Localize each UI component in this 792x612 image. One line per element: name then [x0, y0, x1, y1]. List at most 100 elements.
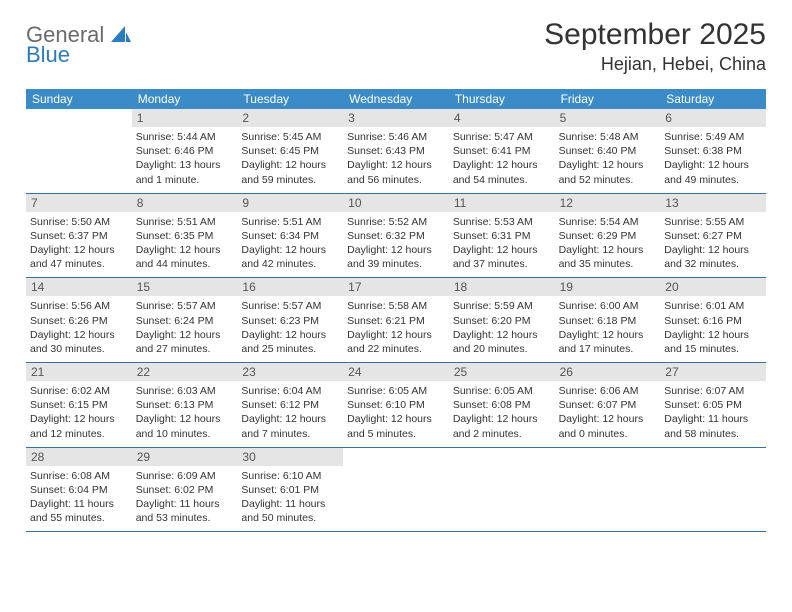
day-info: Sunrise: 5:44 AMSunset: 6:46 PMDaylight:… — [136, 130, 234, 187]
sunset-text: Sunset: 6:01 PM — [241, 483, 339, 497]
sunset-text: Sunset: 6:23 PM — [241, 314, 339, 328]
day-number: 28 — [26, 448, 132, 466]
sunset-text: Sunset: 6:08 PM — [453, 398, 551, 412]
sunrise-text: Sunrise: 6:08 AM — [30, 469, 128, 483]
day-cell: 10Sunrise: 5:52 AMSunset: 6:32 PMDayligh… — [343, 194, 449, 278]
page-header: General Blue September 2025 Hejian, Hebe… — [26, 18, 766, 75]
daylight-text: Daylight: 12 hours and 44 minutes. — [136, 243, 234, 271]
day-number: 4 — [449, 109, 555, 127]
sunrise-text: Sunrise: 5:56 AM — [30, 299, 128, 313]
week-row: 7Sunrise: 5:50 AMSunset: 6:37 PMDaylight… — [26, 194, 766, 279]
weeks-container: .1Sunrise: 5:44 AMSunset: 6:46 PMDayligh… — [26, 109, 766, 532]
daylight-text: Daylight: 12 hours and 10 minutes. — [136, 412, 234, 440]
daylight-text: Daylight: 12 hours and 17 minutes. — [559, 328, 657, 356]
weekday-header: Thursday — [449, 89, 555, 109]
day-info: Sunrise: 5:55 AMSunset: 6:27 PMDaylight:… — [664, 215, 762, 272]
day-number: 23 — [237, 363, 343, 381]
week-row: 28 Sunrise: 6:08 AMSunset: 6:04 PM Dayligh… — [26, 448, 766, 533]
sunrise-text: Sunrise: 6:07 AM — [664, 384, 762, 398]
sunset-text: Sunset: 6:29 PM — [559, 229, 657, 243]
daylight-text: Daylight: 12 hours and 27 minutes. — [136, 328, 234, 356]
sunset-text: Sunset: 6:04 PM — [30, 483, 128, 497]
sunset-text: Sunset: 6:45 PM — [241, 144, 339, 158]
day-cell: 9Sunrise: 5:51 AMSunset: 6:34 PMDaylight… — [237, 194, 343, 278]
day-cell: 4Sunrise: 5:47 AMSunset: 6:41 PMDaylight… — [449, 109, 555, 193]
day-number: . — [343, 448, 449, 466]
weekday-header: Wednesday — [343, 89, 449, 109]
daylight-text: Daylight: 12 hours and 32 minutes. — [664, 243, 762, 271]
sunset-text: Sunset: 6:43 PM — [347, 144, 445, 158]
week-row: 14Sunrise: 5:56 AMSunset: 6:26 PMDayligh… — [26, 278, 766, 363]
day-number: 18 — [449, 278, 555, 296]
day-number: 16 — [237, 278, 343, 296]
daylight-text: Daylight: 12 hours and 12 minutes. — [30, 412, 128, 440]
day-info: Sunrise: 5:57 AMSunset: 6:24 PMDaylight:… — [136, 299, 234, 356]
day-cell: 29Sunrise: 6:09 AMSunset: 6:02 PMDayligh… — [132, 448, 238, 532]
sunset-text: Sunset: 6:37 PM — [30, 229, 128, 243]
day-cell: 11Sunrise: 5:53 AMSunset: 6:31 PMDayligh… — [449, 194, 555, 278]
daylight-text: Daylight: 12 hours and 25 minutes. — [241, 328, 339, 356]
day-cell: 5 Sunrise: 5:48 AMSunset: 6:40 PMDaylight… — [555, 109, 661, 193]
sunrise-text: Sunrise: 6:05 AM — [453, 384, 551, 398]
sunset-text: Sunset: 6:16 PM — [664, 314, 762, 328]
daylight-text: Daylight: 12 hours and 54 minutes. — [453, 158, 551, 186]
day-number: 19 — [555, 278, 661, 296]
location: Hejian, Hebei, China — [544, 54, 766, 75]
sunrise-text: Sunrise: 5:58 AM — [347, 299, 445, 313]
day-info: Sunrise: 5:50 AMSunset: 6:37 PMDaylight:… — [30, 215, 128, 272]
month-title: September 2025 — [544, 18, 766, 52]
day-cell: 23Sunrise: 6:04 AMSunset: 6:12 PMDayligh… — [237, 363, 343, 447]
sunrise-text: Sunrise: 5:44 AM — [136, 130, 234, 144]
day-cell: 25Sunrise: 6:05 AMSunset: 6:08 PMDayligh… — [449, 363, 555, 447]
logo-line2: Blue — [26, 44, 131, 66]
daylight-text: Daylight: 12 hours and 0 minutes. — [559, 412, 657, 440]
day-info: Sunrise: 5:53 AMSunset: 6:31 PMDaylight:… — [453, 215, 551, 272]
day-number: 7 — [26, 194, 132, 212]
sunrise-text: Sunrise: 5:53 AM — [453, 215, 551, 229]
day-number: 5 — [555, 109, 661, 127]
sunrise-text: Sunrise: 6:02 AM — [30, 384, 128, 398]
sunset-text: Sunset: 6:32 PM — [347, 229, 445, 243]
day-info: Sunrise: 5:48 AMSunset: 6:40 PMDaylight:… — [559, 130, 657, 187]
day-info: Sunrise: 6:02 AMSunset: 6:15 PMDaylight:… — [30, 384, 128, 441]
sunrise-text: Sunrise: 6:03 AM — [136, 384, 234, 398]
logo-text: General Blue — [26, 24, 131, 66]
sunrise-text: Sunrise: 6:06 AM — [559, 384, 657, 398]
day-number: 21 — [26, 363, 132, 381]
sunrise-text: Sunrise: 5:57 AM — [136, 299, 234, 313]
sunrise-text: Sunrise: 5:50 AM — [30, 215, 128, 229]
day-cell: 2Sunrise: 5:45 AMSunset: 6:45 PMDaylight… — [237, 109, 343, 193]
day-cell: 15Sunrise: 5:57 AMSunset: 6:24 PMDayligh… — [132, 278, 238, 362]
day-info: Sunrise: 6:05 AMSunset: 6:10 PMDaylight:… — [347, 384, 445, 441]
sunset-text: Sunset: 6:35 PM — [136, 229, 234, 243]
sunrise-text: Sunrise: 5:55 AM — [664, 215, 762, 229]
daylight-text: Daylight: 11 hours and 50 minutes. — [241, 497, 339, 525]
daylight-text: Daylight: 12 hours and 47 minutes. — [30, 243, 128, 271]
day-number: 17 — [343, 278, 449, 296]
sunrise-text: Sunrise: 5:57 AM — [241, 299, 339, 313]
day-info: Sunrise: 5:54 AMSunset: 6:29 PMDaylight:… — [559, 215, 657, 272]
daylight-text: Daylight: 12 hours and 42 minutes. — [241, 243, 339, 271]
day-info: Sunrise: 5:56 AMSunset: 6:26 PMDaylight:… — [30, 299, 128, 356]
sunrise-text: Sunrise: 6:01 AM — [664, 299, 762, 313]
weekday-header: Sunday — [26, 89, 132, 109]
day-info: Sunrise: 5:58 AMSunset: 6:21 PMDaylight:… — [347, 299, 445, 356]
sunset-text: Sunset: 6:46 PM — [136, 144, 234, 158]
sunrise-text: Sunrise: 6:05 AM — [347, 384, 445, 398]
day-info: Sunrise: 6:06 AMSunset: 6:07 PMDaylight:… — [559, 384, 657, 441]
sunrise-text: Sunrise: 5:47 AM — [453, 130, 551, 144]
day-number: 6 — [660, 109, 766, 127]
daylight-text: Daylight: 12 hours and 59 minutes. — [241, 158, 339, 186]
day-cell: 18Sunrise: 5:59 AMSunset: 6:20 PMDayligh… — [449, 278, 555, 362]
sunrise-text: Sunrise: 5:59 AM — [453, 299, 551, 313]
daylight-text: Daylight: 12 hours and 56 minutes. — [347, 158, 445, 186]
day-cell: . — [660, 448, 766, 532]
sunset-text: Sunset: 6:31 PM — [453, 229, 551, 243]
day-number: . — [660, 448, 766, 466]
sunset-text: Sunset: 6:20 PM — [453, 314, 551, 328]
day-number: 24 — [343, 363, 449, 381]
day-cell: . — [449, 448, 555, 532]
day-cell: 22Sunrise: 6:03 AMSunset: 6:13 PMDayligh… — [132, 363, 238, 447]
daylight-text: Daylight: 12 hours and 52 minutes. — [559, 158, 657, 186]
daylight-text: Daylight: 12 hours and 49 minutes. — [664, 158, 762, 186]
